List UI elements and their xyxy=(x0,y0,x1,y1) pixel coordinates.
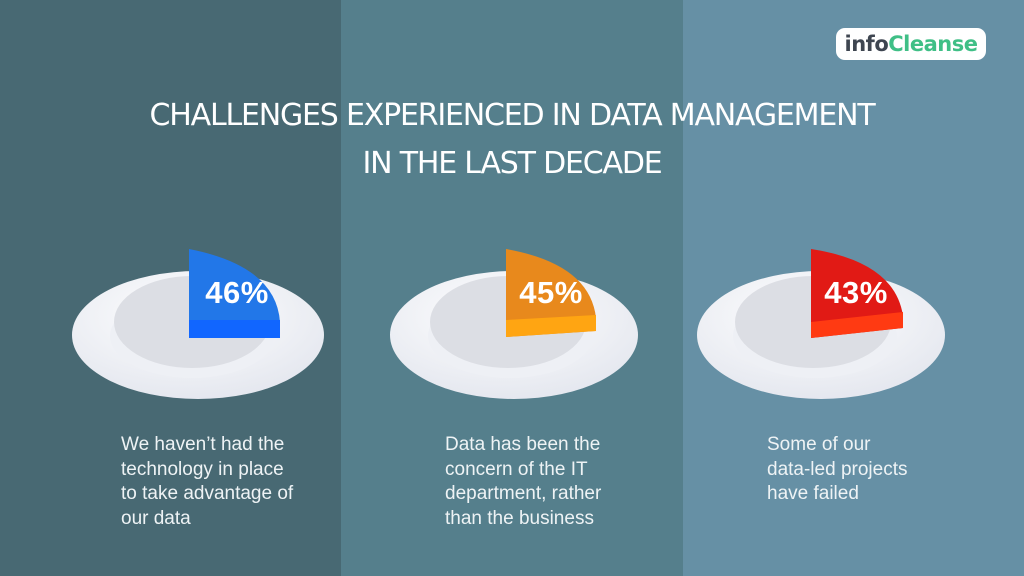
stat-value-1: 46% xyxy=(205,275,269,310)
pie-chart-1: 46% xyxy=(70,240,330,405)
logo-text-info: info xyxy=(844,32,889,56)
title-line-1: CHALLENGES EXPERIENCED IN DATA MANAGEMEN… xyxy=(149,98,876,133)
stat-value-2: 45% xyxy=(519,275,583,310)
title-line-2: IN THE LAST DECADE xyxy=(362,146,662,181)
stat-caption-1: We haven’t had the technology in place t… xyxy=(121,434,294,529)
pie-chart-2: 45% xyxy=(388,240,648,405)
plate-pie-graphic xyxy=(72,249,324,399)
logo-text-cleanse: Cleanse xyxy=(888,32,978,56)
stat-caption-3: Some of our data-led projects have faile… xyxy=(767,434,908,504)
stat-caption-2: Data has been the concern of the IT depa… xyxy=(445,434,602,529)
page-title: CHALLENGES EXPERIENCED IN DATA MANAGEMEN… xyxy=(0,92,1024,188)
stat-value-3: 43% xyxy=(824,275,888,310)
plate-pie-graphic xyxy=(390,249,638,399)
infocleanse-logo: info Cleanse xyxy=(836,28,986,60)
plate-pie-graphic xyxy=(697,249,945,399)
pie-chart-3: 43% xyxy=(695,240,955,405)
